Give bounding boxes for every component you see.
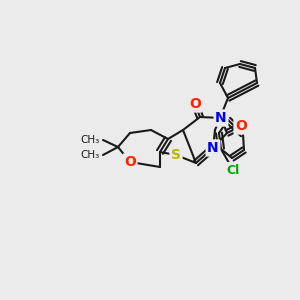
Text: CH₃: CH₃: [81, 135, 100, 145]
Text: N: N: [207, 141, 219, 155]
Text: Cl: Cl: [226, 164, 240, 176]
Text: N: N: [215, 111, 227, 125]
Text: O: O: [189, 97, 201, 111]
Text: O: O: [235, 119, 247, 133]
Text: S: S: [171, 148, 181, 162]
Text: O: O: [124, 155, 136, 169]
Text: CH₃: CH₃: [81, 150, 100, 160]
